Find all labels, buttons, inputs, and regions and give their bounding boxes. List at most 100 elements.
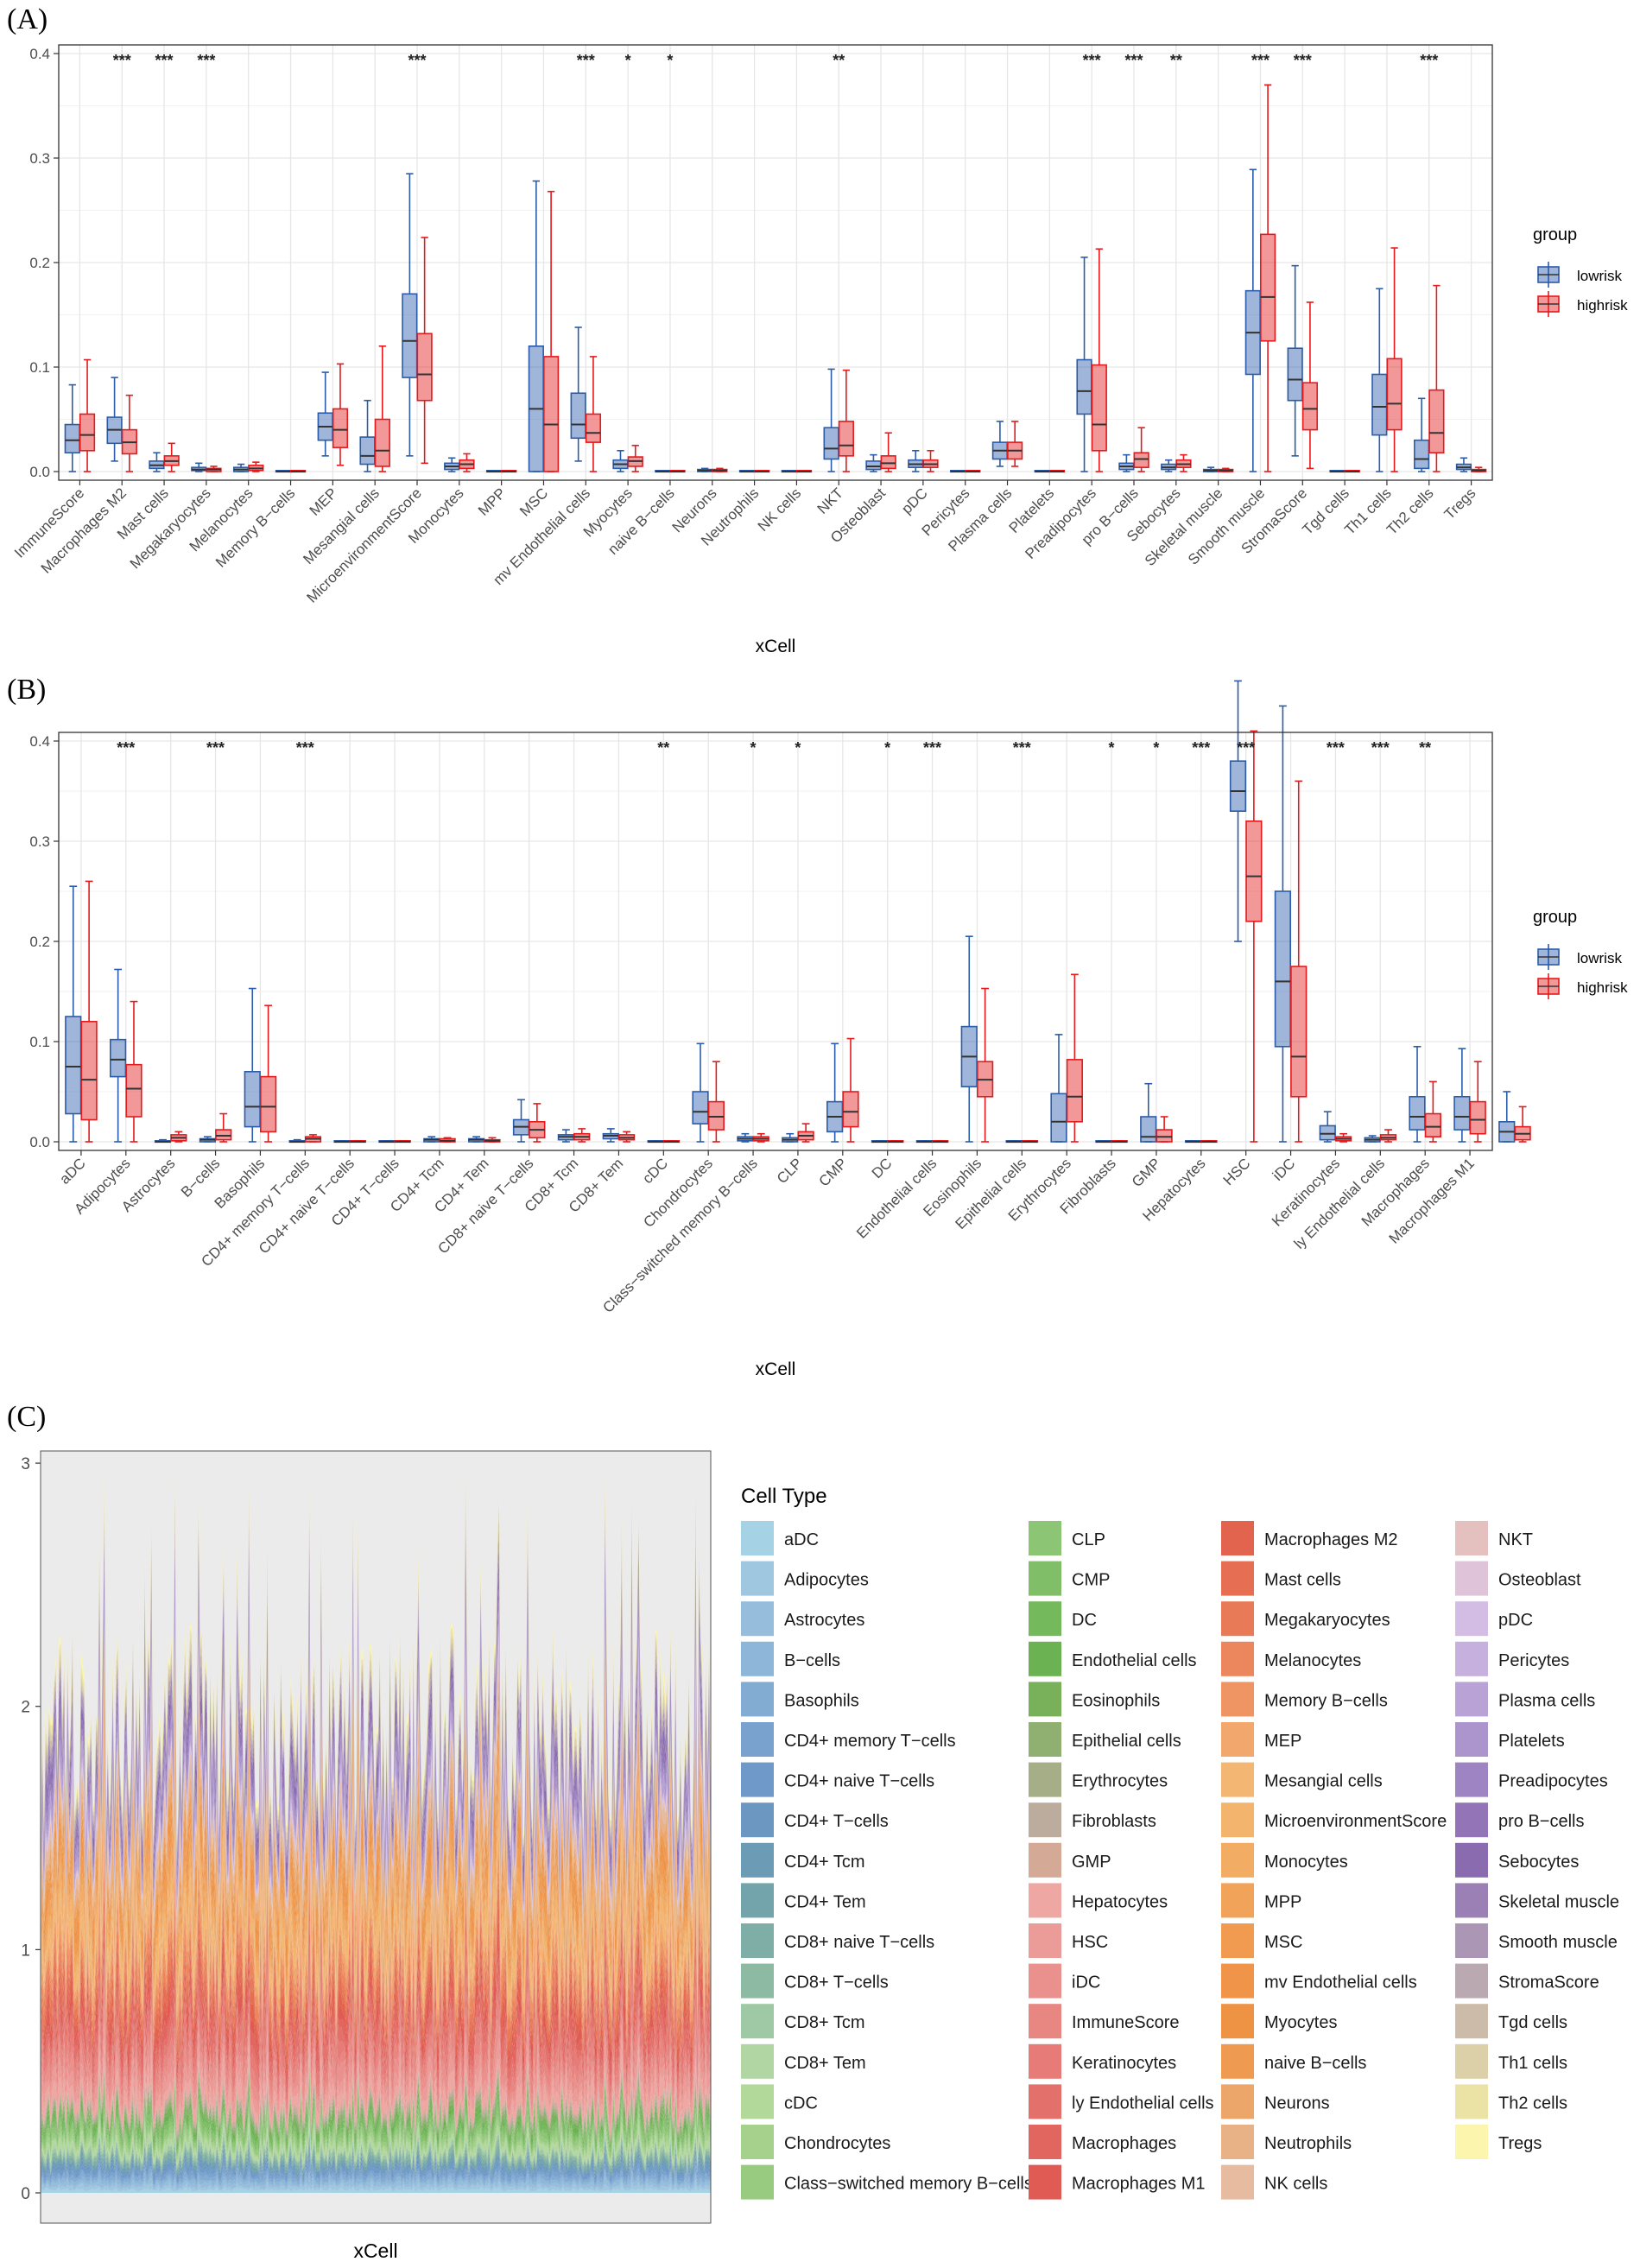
box-iqr [1050, 1093, 1067, 1143]
box-lowrisk [106, 377, 123, 462]
box-lowrisk [1185, 1140, 1202, 1144]
box-lowrisk [1371, 288, 1388, 472]
legend-label-Fibroblasts: Fibroblasts [1072, 1812, 1156, 1831]
box-iqr [1229, 760, 1247, 813]
box-highrisk [1334, 1132, 1352, 1143]
y-tick-label: 0.3 [29, 833, 50, 850]
legend-label-Memory B−cells: Memory B−cells [1264, 1691, 1388, 1710]
box-iqr [1409, 1096, 1426, 1131]
box-highrisk [712, 467, 728, 472]
box-iqr [1319, 1124, 1336, 1141]
legend-label-Plasma cells: Plasma cells [1498, 1691, 1595, 1710]
legend-swatch-Monocytes [1221, 1842, 1254, 1878]
area-layer-Basophils [41, 2165, 711, 2188]
legend-title: Cell Type [741, 1485, 827, 1508]
legend-swatch-HSC [1029, 1923, 1061, 1958]
box-highrisk [976, 987, 994, 1143]
legend-swatch-MPP [1221, 1883, 1254, 1918]
legend-swatch-CD8+ Tem [741, 2043, 774, 2079]
box-lowrisk [1118, 453, 1135, 472]
legend-swatch-Neutrophils [1221, 2125, 1254, 2159]
legend-label-lowrisk: lowrisk [1577, 950, 1622, 966]
significance-label: *** [1327, 739, 1345, 757]
significance-label: * [667, 52, 673, 69]
x-axis-title: xCell [756, 637, 796, 656]
legend-swatch-Osteoblast [1455, 1561, 1488, 1596]
legend-label-NKT: NKT [1498, 1530, 1533, 1549]
box-lowrisk [359, 399, 376, 472]
box-iqr [1140, 1116, 1157, 1143]
plot-border [58, 44, 1493, 481]
box-highrisk [1007, 421, 1023, 467]
area-layer-CD4+ Tcm [41, 2143, 711, 2180]
box-highrisk [374, 345, 390, 472]
legend-swatch-CD8+ Tcm [741, 2004, 774, 2039]
legend-label-Platelets: Platelets [1498, 1732, 1565, 1751]
legend-swatch-NK cells [1221, 2164, 1254, 2200]
box-highrisk [529, 1103, 546, 1143]
box-highrisk [332, 363, 349, 466]
y-tick-label: 0.3 [29, 150, 50, 167]
area-layer-Adipocytes [41, 2179, 711, 2192]
legend-swatch-Mesangial cells [1221, 1762, 1254, 1797]
box-iqr [1386, 358, 1403, 431]
y-tick-label: 0 [21, 2185, 30, 2203]
box-iqr [1453, 1096, 1471, 1131]
box-highrisk [932, 1140, 949, 1144]
box-highrisk [1133, 427, 1149, 472]
box-lowrisk [991, 421, 1008, 467]
legend-label-ImmuneScore: ImmuneScore [1072, 2013, 1180, 2032]
legend-label-aDC: aDC [784, 1530, 819, 1549]
box-highrisk [752, 1132, 769, 1143]
plot-border [58, 732, 1493, 1151]
box-highrisk [484, 1137, 501, 1143]
box-lowrisk [333, 1140, 351, 1144]
box-iqr [416, 333, 433, 402]
significance-label: *** [1251, 52, 1270, 69]
legend-label-Th1 cells: Th1 cells [1498, 2054, 1567, 2073]
legend-label-iDC: iDC [1072, 1973, 1100, 1992]
box-lowrisk [602, 1128, 619, 1143]
box-lowrisk [737, 1132, 754, 1143]
box-lowrisk [949, 469, 966, 473]
box-iqr [1290, 966, 1308, 1098]
box-lowrisk [1095, 1140, 1112, 1144]
legend-swatch-cDC [741, 2084, 774, 2119]
box-highrisk [543, 190, 560, 472]
legend-label-Macrophages: Macrophages [1072, 2134, 1176, 2153]
box-highrisk [248, 461, 264, 472]
y-tick-label: 0.2 [29, 255, 50, 271]
legend-swatch-CD4+ T−cells [741, 1802, 774, 1838]
box-highrisk [121, 394, 137, 472]
box-highrisk [79, 358, 96, 472]
stacked-area-panel-c: 0 1 2 3 xCell Cell Type aDC Adipocytes Astrocyte… [21, 1450, 1619, 2262]
significance-label: ** [657, 739, 669, 757]
box-lowrisk [960, 935, 978, 1143]
area-layer-CD4+ T−cells [41, 2150, 711, 2181]
box-lowrisk [655, 469, 671, 473]
box-highrisk [80, 880, 98, 1143]
box-iqr [259, 1075, 277, 1133]
box-highrisk [585, 356, 602, 472]
significance-label: *** [408, 52, 426, 69]
significance-label: *** [1294, 52, 1312, 69]
legend-swatch-naive B−cells [1221, 2043, 1254, 2079]
legend-swatch-Th1 cells [1455, 2043, 1488, 2079]
x-tick-label: cDC [639, 1155, 671, 1187]
legend-title: group [1533, 225, 1577, 244]
box-highrisk [394, 1140, 411, 1144]
area-layer-aDC [41, 2186, 711, 2193]
legend-swatch-MEP [1221, 1722, 1254, 1757]
legend-swatch-B−cells [741, 1641, 774, 1676]
legend-label-CMP: CMP [1072, 1571, 1110, 1590]
significance-label: *** [1083, 52, 1101, 69]
box-lowrisk [738, 469, 756, 473]
box-highrisk [1200, 1140, 1218, 1144]
legend-label-CD8+ Tem: CD8+ Tem [784, 2054, 866, 2073]
box-highrisk [349, 1140, 366, 1144]
box-iqr [838, 421, 854, 457]
x-tick-label: aDC [56, 1155, 88, 1187]
plot-border [40, 1450, 712, 2224]
legend-swatch-CD8+ naive T−cells [741, 1923, 774, 1958]
box-iqr [1287, 347, 1303, 402]
